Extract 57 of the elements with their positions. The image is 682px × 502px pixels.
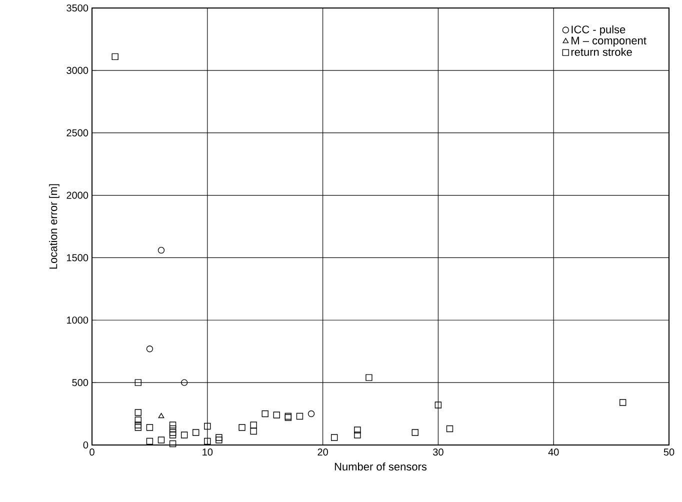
point: [216, 434, 222, 441]
point: [192, 429, 200, 436]
point: [180, 432, 188, 438]
point: [158, 246, 165, 254]
x-axis-title: Number of sensors: [334, 462, 427, 471]
point: [238, 424, 246, 431]
y-tick-label: 2000: [66, 192, 88, 199]
legend-label: ICC - pulse: [572, 25, 626, 36]
point: [216, 436, 222, 444]
x-tick-label: 40: [548, 448, 559, 456]
y-tick-label: 500: [72, 379, 88, 386]
x-tick-label: 30: [433, 448, 444, 456]
y-axis-title: Location error [m]: [49, 184, 60, 269]
point: [434, 402, 442, 408]
point: [169, 422, 176, 428]
point: [354, 426, 361, 434]
point: [250, 428, 257, 435]
point: [250, 422, 257, 428]
point: [180, 379, 188, 386]
point: [146, 438, 154, 445]
y-tick-label: 1000: [66, 316, 88, 324]
point: [204, 422, 211, 430]
x-tick-label: 50: [664, 448, 674, 456]
x-tick-label: 10: [202, 448, 213, 456]
point: [169, 432, 176, 438]
point: [169, 429, 176, 436]
y-tick-label: 1500: [66, 254, 88, 262]
point: [134, 416, 142, 424]
point: [354, 432, 361, 438]
point: [446, 425, 454, 432]
point: [134, 379, 142, 386]
point: [204, 438, 211, 445]
y-tick-label: 2500: [66, 129, 88, 136]
point: [158, 412, 164, 418]
point: [158, 436, 165, 444]
point: [146, 345, 154, 352]
point: [134, 424, 142, 431]
point: [330, 434, 338, 441]
y-tick-label: 3500: [66, 4, 88, 12]
point: [112, 53, 118, 60]
x-tick-label: 20: [318, 448, 328, 456]
point: [273, 412, 280, 418]
point: [412, 429, 418, 436]
y-tick-label: 3000: [66, 66, 88, 74]
point: [134, 422, 142, 428]
point: [308, 410, 315, 418]
y-tick-label: 0: [83, 441, 88, 449]
point: [262, 410, 268, 418]
point: [134, 409, 142, 416]
point: [146, 424, 154, 431]
point: [296, 412, 304, 420]
legend-label: return stroke: [571, 48, 632, 56]
point: [619, 399, 626, 406]
x-tick-label: 0: [90, 448, 94, 456]
point: [169, 440, 176, 448]
legend-label: M – component: [572, 36, 646, 47]
point: [366, 374, 372, 381]
